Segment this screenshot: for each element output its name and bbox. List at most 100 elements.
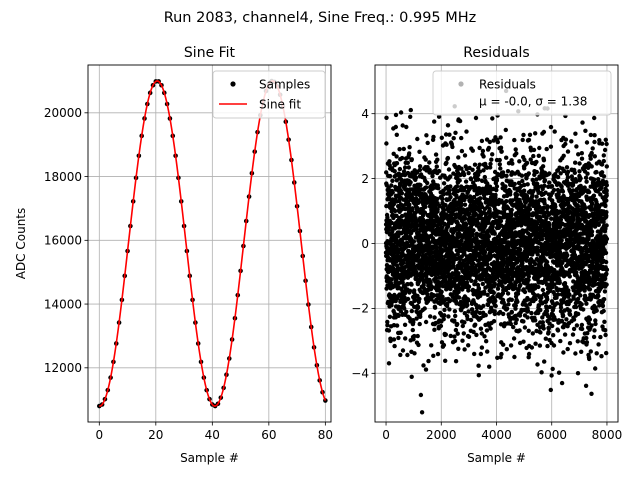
residual-point bbox=[583, 175, 589, 180]
residual-point bbox=[473, 115, 479, 121]
residual-point bbox=[596, 342, 601, 347]
residual-point bbox=[412, 288, 417, 293]
residual-point bbox=[432, 315, 437, 320]
residual-point bbox=[533, 318, 538, 323]
residual-point bbox=[387, 314, 393, 319]
residual-point bbox=[587, 287, 593, 292]
residual-point bbox=[499, 351, 504, 357]
residual-point bbox=[478, 351, 484, 357]
residual-point bbox=[498, 166, 503, 171]
residual-point bbox=[589, 323, 594, 328]
residual-point bbox=[506, 302, 511, 307]
residual-point bbox=[455, 321, 460, 327]
residual-point bbox=[454, 212, 459, 217]
residual-point bbox=[453, 313, 458, 319]
residual-point bbox=[393, 208, 398, 214]
residual-point bbox=[389, 303, 394, 308]
residual-point bbox=[514, 151, 519, 156]
residual-point bbox=[597, 138, 602, 143]
residual-point bbox=[547, 316, 552, 321]
residual-point bbox=[462, 197, 467, 203]
residual-point bbox=[579, 349, 584, 354]
residual-point bbox=[413, 215, 418, 221]
residual-point bbox=[412, 333, 417, 339]
residual-point bbox=[531, 153, 536, 159]
residual-point bbox=[522, 289, 528, 295]
residual-point bbox=[592, 177, 597, 182]
residual-point bbox=[501, 342, 506, 347]
residual-point bbox=[590, 201, 595, 206]
residual-point bbox=[592, 133, 597, 138]
residual-point bbox=[565, 149, 571, 154]
residual-point bbox=[408, 230, 414, 236]
residual-point bbox=[433, 152, 439, 157]
residual-point bbox=[478, 326, 484, 331]
residual-point bbox=[551, 187, 557, 193]
residual-point bbox=[545, 343, 550, 349]
residual-point bbox=[537, 343, 543, 348]
residual-point bbox=[425, 299, 431, 304]
residual-point bbox=[399, 191, 405, 196]
residual-point bbox=[517, 159, 522, 164]
residuals-title: Residuals bbox=[463, 45, 529, 61]
residual-point bbox=[471, 329, 476, 335]
residual-point bbox=[444, 160, 449, 165]
residual-point bbox=[474, 332, 479, 338]
residual-point bbox=[487, 364, 492, 369]
residual-point bbox=[527, 302, 532, 307]
residual-point bbox=[453, 130, 458, 135]
sine-fit-axes: Sine Fit 0 20 40 60 801200014000160001800020… bbox=[14, 45, 333, 465]
residual-point bbox=[412, 351, 417, 356]
residual-point bbox=[434, 246, 439, 251]
residual-point bbox=[448, 184, 453, 189]
residual-point bbox=[526, 277, 531, 283]
residual-point bbox=[408, 107, 413, 113]
residual-point bbox=[387, 173, 393, 179]
residual-point bbox=[596, 293, 601, 299]
residual-point bbox=[431, 134, 436, 140]
residual-point bbox=[560, 313, 566, 318]
residual-point bbox=[494, 184, 500, 189]
residual-point bbox=[423, 157, 428, 162]
residual-point bbox=[427, 160, 432, 165]
residual-point bbox=[586, 189, 592, 195]
residual-point bbox=[577, 161, 582, 166]
residual-point bbox=[405, 160, 410, 165]
residual-point bbox=[545, 297, 550, 302]
residual-point bbox=[559, 318, 565, 324]
residual-point bbox=[416, 342, 421, 348]
residual-point bbox=[555, 328, 561, 333]
residual-point bbox=[573, 351, 578, 356]
residual-point bbox=[526, 274, 531, 279]
residual-point bbox=[443, 332, 448, 337]
residual-point bbox=[579, 156, 585, 161]
residual-point bbox=[424, 133, 429, 138]
residual-point bbox=[511, 324, 516, 330]
residual-point bbox=[524, 160, 530, 166]
residual-point bbox=[485, 349, 490, 354]
residual-point bbox=[557, 224, 563, 230]
residual-point bbox=[571, 326, 577, 332]
residual-point bbox=[592, 115, 597, 121]
residual-point bbox=[513, 306, 518, 311]
residual-point bbox=[467, 211, 472, 216]
residual-point bbox=[453, 327, 459, 333]
residual-point bbox=[392, 343, 397, 349]
residual-point bbox=[400, 348, 406, 353]
residual-point bbox=[441, 181, 447, 186]
residual-point bbox=[466, 334, 472, 339]
residual-point bbox=[576, 152, 581, 157]
residual-point bbox=[386, 361, 392, 366]
residual-point bbox=[402, 322, 408, 327]
residual-point bbox=[391, 201, 396, 207]
residual-point bbox=[573, 131, 578, 136]
residual-point bbox=[394, 161, 400, 166]
residual-point bbox=[509, 179, 514, 184]
residual-point bbox=[574, 270, 579, 275]
residual-point bbox=[425, 140, 430, 146]
residual-point bbox=[537, 145, 542, 151]
residual-point bbox=[419, 268, 424, 274]
sine-fit-ytick-label: 20000 bbox=[44, 106, 82, 120]
residual-point bbox=[459, 135, 464, 141]
residual-point bbox=[572, 170, 577, 175]
